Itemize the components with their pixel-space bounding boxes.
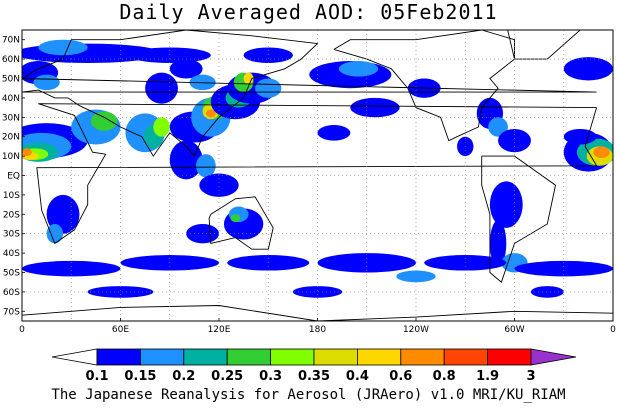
lat-tick-label: EQ [7, 172, 20, 182]
aod-patch [489, 220, 507, 267]
aod-patch [255, 78, 282, 98]
aod-patch [196, 154, 216, 178]
colorbar-level-label: 0.3 [259, 369, 282, 384]
colorbar-swatch [443, 348, 489, 366]
aod-patch [593, 146, 610, 159]
colorbar-level-label: 0.4 [346, 369, 369, 384]
colorbar-level-label: 0.6 [389, 369, 412, 384]
colorbar-swatch [270, 348, 315, 366]
aod-patch [292, 286, 343, 298]
colorbar-swatch [226, 348, 271, 366]
colorbar-swatch [487, 348, 532, 366]
aod-patch [317, 125, 351, 141]
aod-patch [396, 270, 436, 283]
aod-patch [22, 148, 32, 157]
lat-tick-label: 20S [3, 210, 20, 220]
colorbar-swatch [356, 348, 402, 366]
aod-patch [488, 117, 508, 137]
lon-tick-label: 0 [610, 325, 616, 335]
lat-lon-grid [22, 30, 613, 321]
coastline [36, 103, 598, 245]
lon-tick-label: 60W [504, 325, 524, 335]
lat-tick-label: 40S [3, 249, 20, 259]
aod-patch [145, 72, 178, 104]
colorbar-swatch [400, 348, 445, 366]
aod-patch [90, 111, 118, 131]
lat-tick-label: 70S [3, 307, 20, 317]
coastline [22, 305, 613, 321]
lat-tick-label: 30N [2, 113, 20, 123]
lon-tick-label: 120W [403, 325, 429, 335]
credit-line: The Japanese Reanalysis for Aerosol (JRA… [51, 387, 566, 403]
aod-patch [489, 181, 523, 228]
aod-patch [205, 109, 216, 118]
colorbar-level-label: 1.9 [476, 369, 499, 384]
coastline-outlines [22, 30, 613, 321]
aod-patch [338, 61, 379, 77]
lat-tick-label: 10N [2, 152, 20, 162]
colorbar-level-label: 0.2 [172, 369, 195, 384]
aod-patch [530, 286, 564, 298]
lon-tick-label: 60E [112, 325, 129, 335]
aod-patch [230, 214, 241, 223]
lon-tick-label: 0 [19, 325, 25, 335]
lat-tick-label: 20N [2, 133, 20, 143]
latitude-axis: 70N 60N 50N 40N 30N 20N 10N EQ 10S 20S 30S 40S 50S 60… [2, 36, 25, 317]
aod-patch [22, 260, 121, 277]
aod-patch [38, 39, 88, 56]
colorbar-max-triangle [530, 348, 577, 366]
colorbar-swatch [313, 348, 358, 366]
aod-patch [128, 47, 211, 63]
map-title: Daily Averaged AOD: 05Feb2011 [119, 0, 498, 24]
lat-tick-label: 50S [3, 269, 20, 279]
aod-patch [563, 57, 613, 81]
aod-patch [169, 140, 203, 180]
colorbar-swatch [183, 348, 228, 366]
lat-tick-label: 40N [2, 94, 20, 104]
colorbar-level-label: 0.35 [298, 369, 330, 384]
aod-patch [169, 59, 203, 79]
colorbar-level-label: 0.25 [211, 369, 243, 384]
colorbar-level-label: 0.1 [85, 369, 108, 384]
colorbar-min-triangle [51, 348, 98, 366]
coastline [481, 155, 557, 283]
aod-patch [498, 128, 531, 153]
lon-tick-label: 180 [309, 325, 326, 335]
lon-tick-label: 120E [208, 325, 231, 335]
aod-patch [350, 97, 400, 118]
colorbar: 0.1 0.15 0.2 0.25 0.3 0.35 0.4 0.6 0.8 1.9 3 [51, 348, 577, 384]
coastline [333, 30, 515, 142]
lat-tick-label: 10S [3, 191, 20, 201]
lat-tick-label: 60S [3, 288, 20, 298]
lat-tick-label: 60N [2, 55, 20, 65]
coastline [208, 196, 274, 250]
colorbar-level-label: 0.15 [124, 369, 156, 384]
lat-tick-label: 70N [2, 36, 20, 46]
longitude-axis: 0 60E 120E 180 120W 60W 0 [19, 318, 616, 335]
colorbar-swatch [96, 348, 141, 366]
colorbar-level-label: 0.8 [433, 369, 456, 384]
aod-patch [199, 173, 239, 197]
colorbar-swatch [139, 348, 185, 366]
lat-tick-label: 50N [2, 75, 20, 85]
aod-patch [33, 74, 60, 91]
aod-patch [514, 260, 613, 277]
aod-patch [563, 128, 597, 145]
aod-patch [153, 117, 170, 137]
coastline [22, 30, 597, 157]
aod-patch [87, 286, 154, 298]
colorbar-level-label: 3 [526, 369, 535, 384]
lat-tick-label: 30S [3, 230, 20, 240]
aod-patch [243, 47, 293, 63]
